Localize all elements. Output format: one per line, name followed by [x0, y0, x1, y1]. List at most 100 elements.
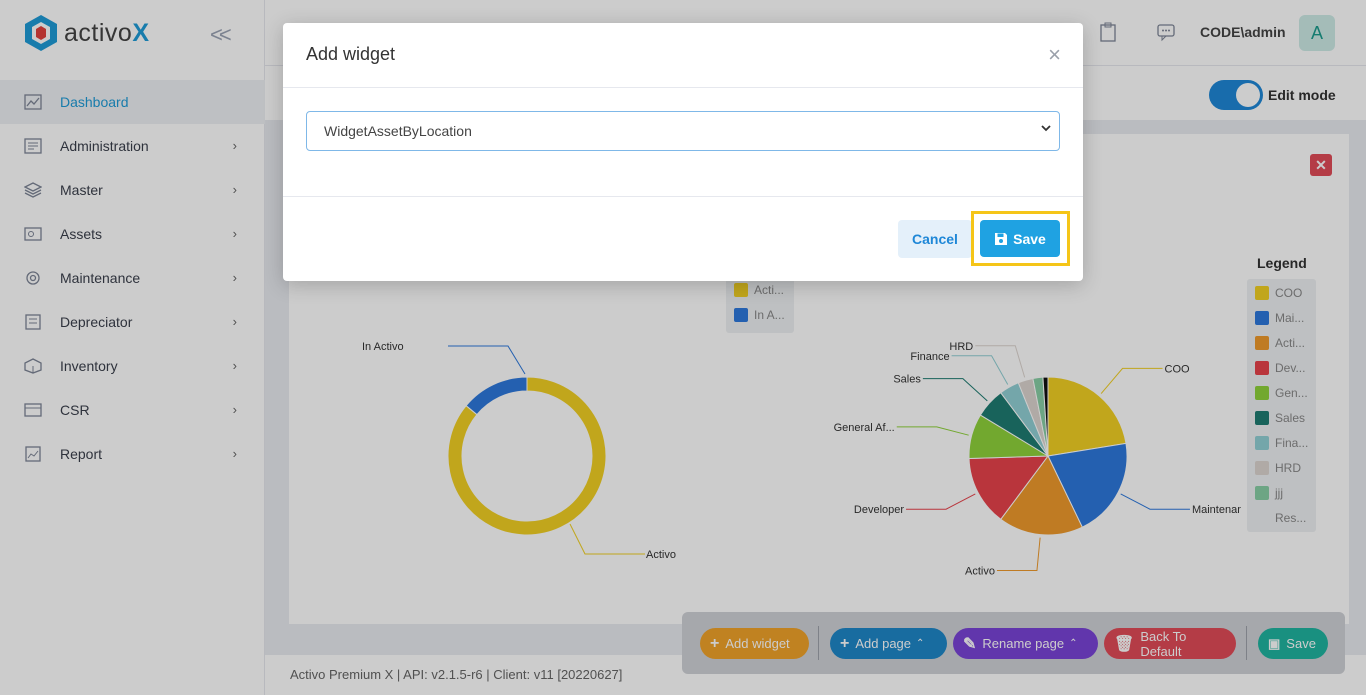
pie-chart: COO Maintenanc... Activo Developer General A… — [834, 341, 1241, 578]
legend-item[interactable]: Dev... — [1247, 355, 1316, 380]
avatar[interactable]: A — [1299, 15, 1335, 51]
label-leader — [569, 523, 645, 555]
sidebar-item-csr[interactable]: CSR › — [0, 388, 265, 432]
pie-slice[interactable] — [465, 376, 528, 416]
button-label: Add page — [855, 636, 912, 651]
modal-title: Add widget — [306, 44, 396, 64]
pie-label: COO — [1165, 363, 1191, 375]
button-label: Rename page — [982, 636, 1065, 651]
collapse-sidebar-icon[interactable]: << — [210, 22, 232, 47]
sidebar-item-depreciator[interactable]: Depreciator › — [0, 300, 265, 344]
widget-select[interactable]: WidgetAssetByLocation — [306, 111, 1060, 151]
pie-label: HRD — [949, 341, 973, 353]
sidebar-item-inventory[interactable]: Inventory › — [0, 344, 265, 388]
sidebar-item-label: Report — [60, 446, 103, 462]
toolbar-save-button[interactable]: ▣ Save — [1258, 628, 1328, 659]
label-leader — [951, 355, 1009, 385]
cancel-button[interactable]: Cancel — [898, 220, 972, 258]
label-leader — [975, 345, 1026, 378]
legend-right: COO Mai... Acti... Dev... Gen... Sales F… — [1247, 279, 1316, 532]
select-value: WidgetAssetByLocation — [324, 123, 472, 139]
legend-item[interactable]: Mai... — [1247, 305, 1316, 330]
legend-item[interactable]: Acti... — [726, 277, 794, 302]
legend-swatch — [1255, 435, 1269, 450]
legend-item[interactable]: In A... — [726, 302, 794, 327]
donut-slices — [447, 376, 607, 536]
close-icon[interactable]: × — [1048, 42, 1061, 67]
legend-label: Sales — [1275, 410, 1306, 425]
add-page-button[interactable]: + Add page ⌃ — [830, 628, 947, 659]
pie-label: Maintenanc... — [1192, 504, 1241, 516]
legend-swatch — [1255, 335, 1269, 350]
sidebar: activoX << Dashboard Administration › Ma… — [0, 0, 265, 695]
legend-item[interactable]: Acti... — [1247, 330, 1316, 355]
button-label: Save — [1013, 230, 1046, 247]
legend-swatch — [1255, 385, 1269, 400]
pie-label: General Af... — [834, 422, 895, 434]
legend-swatch — [1255, 285, 1269, 300]
divider — [283, 87, 1083, 88]
sidebar-item-assets[interactable]: Assets › — [0, 212, 265, 256]
pie-label: Developer — [854, 504, 904, 516]
button-label: Add widget — [725, 636, 790, 651]
save-button[interactable]: Save — [980, 220, 1060, 257]
pie-slice[interactable] — [447, 376, 607, 536]
legend-label: COO — [1275, 285, 1303, 300]
remove-widget-button[interactable]: ✕ — [1310, 154, 1332, 176]
chevron-right-icon: › — [232, 226, 237, 241]
label-leader — [996, 537, 1041, 571]
donut-label: Activo — [646, 549, 676, 561]
divider — [818, 626, 819, 660]
add-widget-button[interactable]: + Add widget — [700, 628, 809, 659]
sidebar-item-master[interactable]: Master › — [0, 168, 265, 212]
sidebar-item-maintenance[interactable]: Maintenance › — [0, 256, 265, 300]
sidebar-item-report[interactable]: Report › — [0, 432, 265, 476]
chat-icon[interactable] — [1156, 22, 1176, 42]
csr-icon — [24, 403, 42, 417]
legend-item[interactable]: Fina... — [1247, 430, 1316, 455]
sidebar-item-dashboard[interactable]: Dashboard — [0, 80, 265, 124]
edit-mode-toggle[interactable] — [1209, 80, 1263, 110]
chevron-up-icon: ⌃ — [916, 638, 925, 649]
sidebar-item-administration[interactable]: Administration › — [0, 124, 265, 168]
legend-item[interactable]: Res... — [1247, 505, 1316, 530]
legend-swatch — [1255, 460, 1269, 475]
rename-page-button[interactable]: ✎ Rename page ⌃ — [953, 628, 1098, 659]
legend-item[interactable]: COO — [1247, 280, 1316, 305]
add-widget-modal: Add widget × WidgetAssetByLocation Cance… — [283, 23, 1083, 281]
clipboard-icon[interactable] — [1098, 22, 1118, 42]
legend-item[interactable]: jjj — [1247, 480, 1316, 505]
legend-swatch — [734, 307, 748, 322]
legend-item[interactable]: Sales — [1247, 405, 1316, 430]
pie-slice[interactable] — [1047, 442, 1128, 528]
pie-slice[interactable] — [968, 455, 1050, 521]
legend-swatch — [1255, 410, 1269, 425]
gear-icon — [26, 271, 40, 285]
pie-slice[interactable] — [1042, 376, 1049, 457]
label-leader — [1120, 493, 1190, 510]
label-leader — [896, 426, 969, 436]
label-leader — [922, 378, 988, 402]
back-to-default-button[interactable]: 🗑 Back To Default — [1104, 628, 1236, 659]
legend-label: In A... — [754, 307, 785, 322]
sidebar-item-label: Inventory — [60, 358, 118, 374]
chevron-right-icon: › — [232, 402, 237, 417]
sidebar-item-label: Administration — [60, 138, 149, 154]
inventory-icon — [24, 358, 42, 374]
sidebar-nav: Dashboard Administration › Master › Asse… — [0, 80, 265, 476]
pie-slice[interactable] — [1000, 455, 1083, 536]
logo-hex-icon — [25, 15, 57, 51]
highlight-box — [971, 211, 1070, 266]
legend-label: HRD — [1275, 460, 1301, 475]
logo[interactable]: activoX — [24, 14, 150, 52]
legend-swatch — [1255, 310, 1269, 325]
legend-title: Legend — [1257, 255, 1307, 271]
legend-item[interactable]: HRD — [1247, 455, 1316, 480]
legend-swatch — [734, 282, 748, 297]
chevron-right-icon: › — [232, 182, 237, 197]
pie-slice[interactable] — [1047, 376, 1127, 457]
widget-card-left: Acti... In A... In Activo Activo — [300, 270, 810, 608]
chevron-right-icon: › — [232, 138, 237, 153]
legend-item[interactable]: Gen... — [1247, 380, 1316, 405]
user-name[interactable]: CODE\admin — [1200, 24, 1286, 40]
